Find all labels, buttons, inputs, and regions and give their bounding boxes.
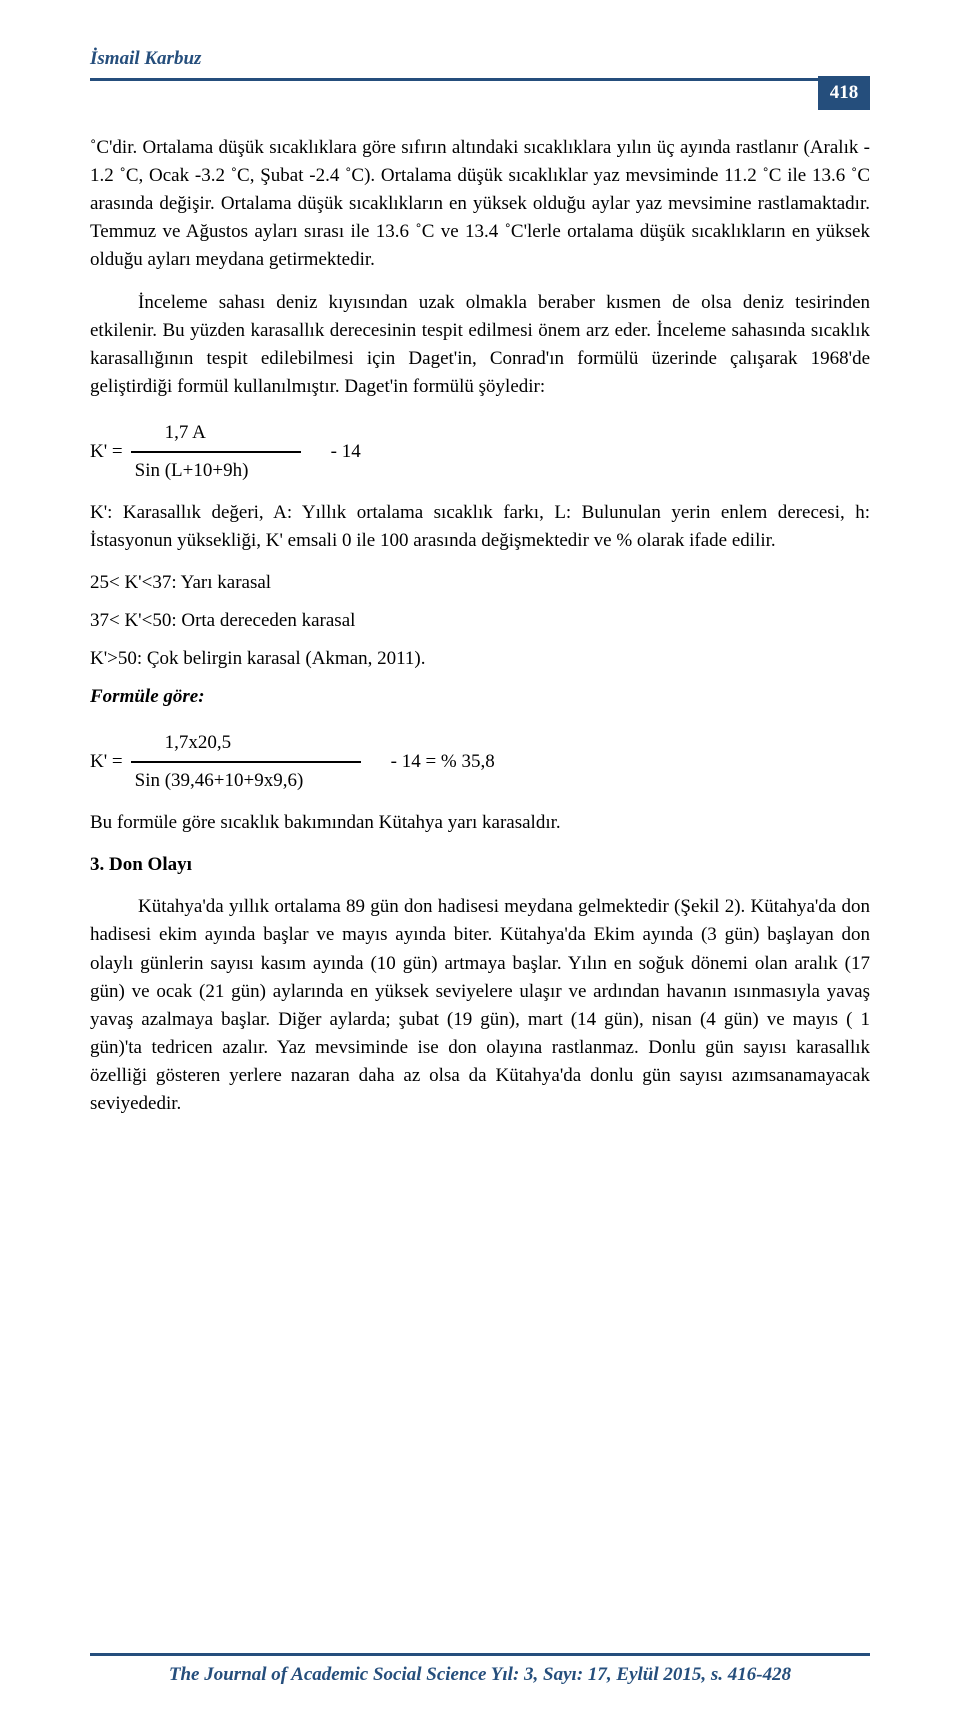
paragraph-10: Kütahya'da yıllık ortalama 89 gün don ha… <box>90 893 870 1118</box>
formula2-denominator: Sin (39,46+10+9x9,6) <box>131 763 304 795</box>
page: İsmail Karbuz 418 ˚C'dir. Ortalama düşük… <box>0 0 960 1732</box>
paragraph-5: 37< K'<50: Orta dereceden karasal <box>90 607 870 635</box>
paragraph-2: İnceleme sahası deniz kıyısından uzak ol… <box>90 289 870 401</box>
formula1-numerator: 1,7 A <box>131 419 216 451</box>
formula-2: K' = 1,7x20,5 Sin (39,46+10+9x9,6) - 14 … <box>90 729 870 795</box>
paragraph-3: K': Karasallık değeri, A: Yıllık ortalam… <box>90 499 870 555</box>
formula1-fraction: 1,7 A Sin (L+10+9h) <box>131 419 301 485</box>
paragraph-4: 25< K'<37: Yarı karasal <box>90 569 870 597</box>
header-rule <box>90 78 818 81</box>
formula1-rhs: - 14 <box>331 438 361 466</box>
header-rule-row: 418 <box>90 76 870 110</box>
formula2-numerator: 1,7x20,5 <box>131 729 242 761</box>
formula-1: K' = 1,7 A Sin (L+10+9h) - 14 <box>90 419 870 485</box>
paragraph-6: K'>50: Çok belirgin karasal (Akman, 2011… <box>90 645 870 673</box>
formula1-lhs: K' = <box>90 438 123 466</box>
formula2-fraction: 1,7x20,5 Sin (39,46+10+9x9,6) <box>131 729 361 795</box>
header-author: İsmail Karbuz <box>90 48 870 70</box>
section-heading-don: 3. Don Olayı <box>90 851 870 879</box>
body: ˚C'dir. Ortalama düşük sıcaklıklara göre… <box>90 134 870 1118</box>
footer-text: The Journal of Academic Social Science Y… <box>90 1664 870 1686</box>
formula1-denominator: Sin (L+10+9h) <box>131 453 249 485</box>
paragraph-7: Formüle göre: <box>90 683 870 711</box>
formula2-rhs: - 14 = % 35,8 <box>391 748 495 776</box>
karasal-list: 25< K'<37: Yarı karasal 37< K'<50: Orta … <box>90 569 870 673</box>
paragraph-8: Bu formüle göre sıcaklık bakımından Küta… <box>90 809 870 837</box>
footer-rule <box>90 1653 870 1656</box>
paragraph-1: ˚C'dir. Ortalama düşük sıcaklıklara göre… <box>90 134 870 275</box>
footer: The Journal of Academic Social Science Y… <box>90 1653 870 1686</box>
formula2-lhs: K' = <box>90 748 123 776</box>
page-number: 418 <box>818 76 870 110</box>
